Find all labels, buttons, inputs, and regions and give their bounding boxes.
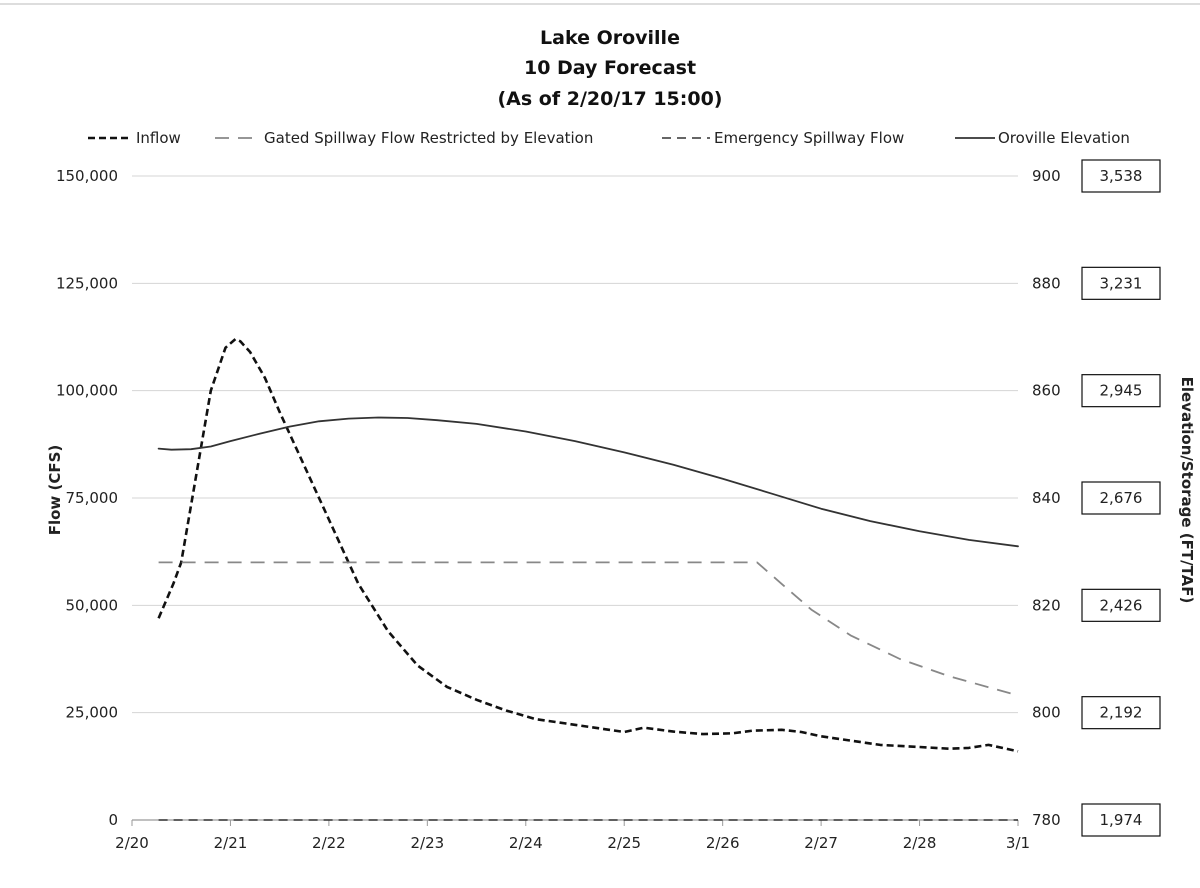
legend: Inflow Gated Spillway Flow Restricted by… [88, 129, 1130, 147]
storage-label-0: 1,974 [1100, 811, 1143, 829]
storage-label-4: 2,945 [1100, 382, 1143, 400]
x-tick-label-5: 2/25 [607, 834, 641, 852]
storage-label-3: 2,676 [1100, 489, 1143, 507]
y-tick-label-2: 50,000 [66, 596, 119, 614]
title-line-1: Lake Oroville [540, 27, 680, 49]
series-line-inflow [157, 337, 1019, 753]
x-tick-label-8: 2/28 [903, 834, 937, 852]
chart-title: Lake Oroville 10 Day Forecast (As of 2/2… [497, 27, 722, 110]
legend-label-gated-spillway: Gated Spillway Flow Restricted by Elevat… [264, 129, 593, 147]
storage-box-3 [1081, 481, 1161, 515]
y2-tick-label-4: 860 [1032, 382, 1061, 400]
title-line-3: (As of 2/20/17 15:00) [497, 88, 722, 110]
x-tick-label-6: 2/26 [706, 834, 740, 852]
y-tick-label-0: 0 [108, 811, 118, 829]
storage-box-0 [1081, 803, 1161, 837]
y-tick-label-4: 100,000 [56, 382, 118, 400]
y-axis-title: Flow (CFS) [46, 445, 64, 536]
storage-label-6: 3,538 [1100, 167, 1143, 185]
title-line-2: 10 Day Forecast [524, 57, 696, 79]
x-tick-label-2: 2/22 [312, 834, 346, 852]
left-axis-tick-labels: 0 25,000 50,000 75,000 100,000 125,000 150,000 [56, 167, 118, 829]
x-tick-label-9: 3/1 [1006, 834, 1030, 852]
x-tick-label-3: 2/23 [410, 834, 444, 852]
y2-tick-label-1: 800 [1032, 704, 1061, 722]
legend-label-oroville-elevation: Oroville Elevation [998, 129, 1130, 147]
storage-box-4 [1081, 374, 1161, 408]
legend-label-emergency-spillway: Emergency Spillway Flow [714, 129, 904, 147]
storage-box-2 [1081, 588, 1161, 622]
y2-tick-label-6: 900 [1032, 167, 1061, 185]
y-tick-label-5: 125,000 [56, 274, 118, 292]
storage-box-1 [1081, 696, 1161, 730]
y2-tick-label-5: 880 [1032, 274, 1061, 292]
y2-axis-title: Elevation/Storage (FT/TAF) [1178, 377, 1196, 604]
y-tick-label-1: 25,000 [66, 704, 119, 722]
y-tick-label-6: 150,000 [56, 167, 118, 185]
x-axis-tick-labels: 2/20 2/21 2/22 2/23 2/24 2/25 2/26 2/27 2/28 3/1 [115, 834, 1030, 852]
y2-tick-label-0: 780 [1032, 811, 1061, 829]
legend-label-inflow: Inflow [136, 129, 181, 147]
storage-boxes: 1,974 2,192 2,426 2,676 2,945 3,231 3,538 [1081, 159, 1161, 837]
series-line-oroville-elevation [157, 416, 1019, 548]
x-tick-label-4: 2/24 [509, 834, 543, 852]
y-tick-label-3: 75,000 [66, 489, 119, 507]
data-series [157, 337, 1019, 821]
y2-tick-label-2: 820 [1032, 596, 1061, 614]
x-tick-label-7: 2/27 [804, 834, 838, 852]
storage-label-5: 3,231 [1100, 274, 1143, 292]
x-tick-label-0: 2/20 [115, 834, 149, 852]
storage-box-5 [1081, 266, 1161, 300]
gridlines [132, 175, 1018, 714]
x-tick-label-1: 2/21 [214, 834, 248, 852]
y2-tick-label-3: 840 [1032, 489, 1061, 507]
right-axis-tick-labels: 780 800 820 840 860 880 900 [1032, 167, 1061, 829]
series-line-gated-spillway-flow-restricted-by-elevation [158, 561, 1019, 697]
storage-label-1: 2,192 [1100, 704, 1143, 722]
storage-label-2: 2,426 [1100, 596, 1143, 614]
storage-box-6 [1081, 159, 1161, 193]
